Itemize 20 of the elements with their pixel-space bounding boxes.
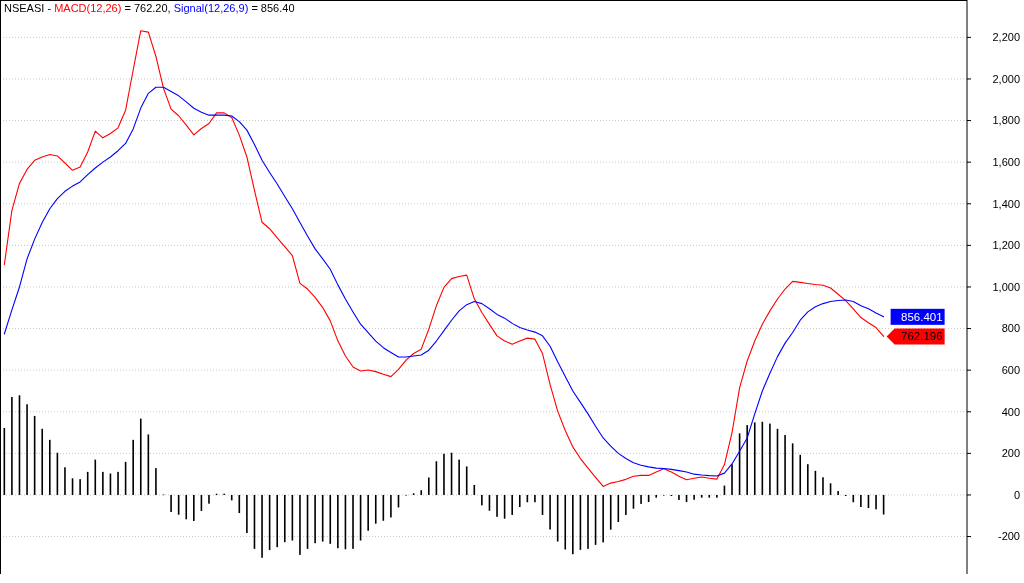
annotation: = 856.40 [248, 2, 295, 14]
y-tick-label: -200 [997, 530, 1020, 543]
y-tick-label: 400 [1001, 405, 1020, 418]
y-tick-label: 1,600 [992, 156, 1020, 169]
y-tick-label: 800 [1001, 322, 1020, 335]
y-tick-label: 0 [1013, 488, 1020, 501]
data-label: 856.401 [901, 310, 943, 323]
y-tick-label: 200 [1001, 447, 1020, 460]
text: MACD(12,26) [54, 2, 122, 14]
y-tick-label: 1,200 [992, 239, 1020, 252]
y-tick-label: 600 [1001, 364, 1020, 377]
chart-title: NSEASI - [4, 2, 55, 14]
y-tick-label: 1,000 [992, 280, 1020, 293]
text: Signal(12,26,9) [173, 2, 249, 14]
y-tick-label: 1,800 [992, 114, 1020, 127]
y-tick-label: 1,400 [992, 197, 1020, 210]
annotation: = 762.20, [121, 2, 174, 14]
data-label: 762.196 [901, 330, 943, 343]
y-tick-label: 2,200 [992, 31, 1020, 44]
y-tick-label: 2,000 [992, 72, 1020, 85]
